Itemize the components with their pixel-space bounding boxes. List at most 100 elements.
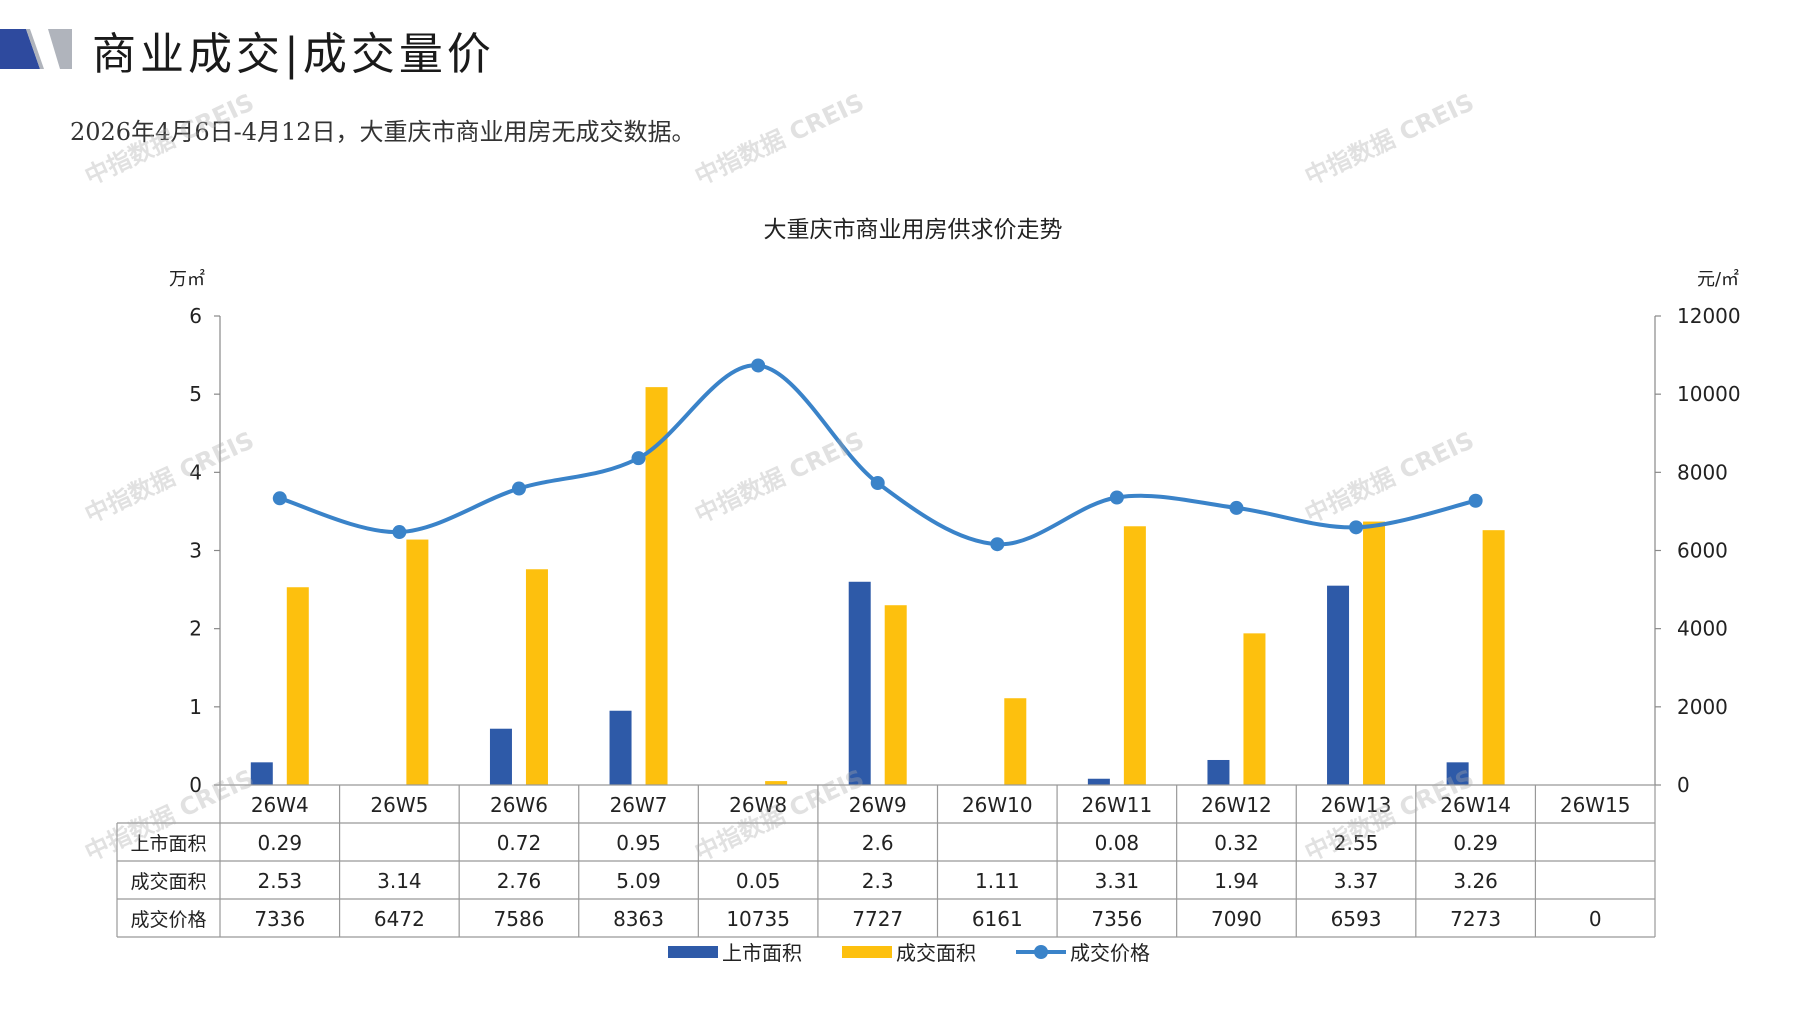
table-row-header: 上市面积 — [130, 833, 206, 855]
page-subtitle: 2026年4月6日-4月12日，大重庆市商业用房无成交数据。 — [70, 118, 696, 146]
bar-listed-area — [1327, 585, 1350, 785]
price-point — [870, 476, 885, 491]
y-right-tick-label: 2000 — [1677, 695, 1728, 719]
price-point — [1229, 500, 1244, 515]
price-point — [990, 537, 1005, 552]
bar-listed-area — [848, 581, 871, 785]
y-left-tick-label: 1 — [189, 695, 202, 719]
table-cell: 7273 — [1450, 907, 1501, 931]
table-cell: 2.53 — [258, 869, 303, 893]
legend-swatch-bar — [842, 946, 892, 958]
legend-swatch-bar — [668, 946, 718, 958]
table-cell: 2.3 — [862, 869, 894, 893]
bar-traded-area — [645, 387, 668, 785]
legend-swatch-point — [1034, 945, 1048, 959]
table-cell: 10735 — [726, 907, 790, 931]
table-cell: 3.14 — [377, 869, 422, 893]
x-category-label: 26W5 — [370, 793, 428, 817]
bar-traded-area — [286, 587, 309, 785]
bar-traded-area — [1004, 698, 1027, 785]
x-category-label: 26W15 — [1560, 793, 1631, 817]
table-cell: 2.6 — [862, 831, 894, 855]
table-cell: 0.05 — [736, 869, 781, 893]
y-left-tick-label: 5 — [189, 382, 202, 406]
table-cell: 0.29 — [1453, 831, 1498, 855]
table-cell: 3.31 — [1095, 869, 1140, 893]
price-point — [1349, 520, 1364, 535]
price-point — [1468, 493, 1483, 508]
table-cell: 7586 — [494, 907, 545, 931]
bar-traded-area — [1243, 633, 1266, 785]
table-cell: 7336 — [254, 907, 305, 931]
y-right-tick-label: 12000 — [1677, 304, 1741, 328]
legend-label: 上市面积 — [722, 941, 802, 965]
table-cell: 6161 — [972, 907, 1023, 931]
bar-traded-area — [1482, 530, 1505, 785]
table-cell: 7090 — [1211, 907, 1262, 931]
y-left-tick-label: 3 — [189, 539, 202, 563]
price-line — [279, 363, 1477, 547]
y-left-tick-label: 6 — [189, 304, 202, 328]
x-category-label: 26W9 — [849, 793, 907, 817]
bar-traded-area — [765, 781, 788, 785]
price-point — [392, 525, 407, 540]
y-right-tick-label: 8000 — [1677, 460, 1728, 484]
y-left-tick-label: 0 — [189, 773, 202, 797]
y-left-tick-label: 4 — [189, 460, 202, 484]
y-left-tick-label: 2 — [189, 617, 202, 641]
table-cell: 2.55 — [1334, 831, 1379, 855]
table-cell: 1.11 — [975, 869, 1020, 893]
bar-listed-area — [609, 710, 632, 785]
table-cell: 0.32 — [1214, 831, 1259, 855]
header-logo-mark — [0, 29, 72, 69]
price-point — [751, 358, 766, 373]
x-category-label: 26W14 — [1440, 793, 1511, 817]
y-left-unit: 万㎡ — [169, 268, 205, 290]
x-category-label: 26W7 — [610, 793, 668, 817]
bar-traded-area — [1363, 521, 1386, 785]
x-category-label: 26W8 — [729, 793, 787, 817]
bar-listed-area — [489, 728, 512, 785]
y-right-tick-label: 10000 — [1677, 382, 1741, 406]
table-cell: 6593 — [1331, 907, 1382, 931]
table-cell: 6472 — [374, 907, 425, 931]
table-cell: 0.72 — [497, 831, 542, 855]
table-cell: 1.94 — [1214, 869, 1259, 893]
table-row-header: 成交价格 — [130, 909, 206, 931]
bar-traded-area — [406, 539, 429, 785]
price-point — [631, 451, 646, 466]
table-cell: 3.26 — [1453, 869, 1498, 893]
bar-listed-area — [1087, 778, 1110, 785]
bar-listed-area — [1446, 762, 1469, 785]
table-cell: 0.29 — [258, 831, 303, 855]
table-cell: 2.76 — [497, 869, 542, 893]
bar-traded-area — [884, 605, 907, 785]
y-right-tick-label: 6000 — [1677, 539, 1728, 563]
x-category-label: 26W13 — [1321, 793, 1392, 817]
table-cell: 8363 — [613, 907, 664, 931]
bar-traded-area — [525, 569, 548, 785]
table-cell: 0 — [1589, 907, 1602, 931]
x-category-label: 26W11 — [1082, 793, 1153, 817]
page-title: 商业成交|成交量价 — [92, 29, 495, 80]
price-point — [1109, 490, 1124, 505]
table-cell: 5.09 — [616, 869, 661, 893]
table-cell: 7356 — [1091, 907, 1142, 931]
table-row-header: 成交面积 — [130, 871, 206, 893]
x-category-label: 26W4 — [251, 793, 309, 817]
bar-listed-area — [250, 762, 273, 785]
table-cell: 7727 — [852, 907, 903, 931]
legend-label: 成交面积 — [896, 941, 976, 965]
y-right-tick-label: 0 — [1677, 773, 1690, 797]
bar-listed-area — [1207, 759, 1230, 785]
table-cell: 0.95 — [616, 831, 661, 855]
chart-title: 大重庆市商业用房供求价走势 — [764, 217, 1063, 243]
price-point — [511, 481, 526, 496]
x-category-label: 26W10 — [962, 793, 1033, 817]
table-cell: 0.08 — [1095, 831, 1140, 855]
legend-label: 成交价格 — [1070, 941, 1150, 965]
x-category-label: 26W6 — [490, 793, 548, 817]
table-cell: 3.37 — [1334, 869, 1379, 893]
price-point — [272, 491, 287, 506]
